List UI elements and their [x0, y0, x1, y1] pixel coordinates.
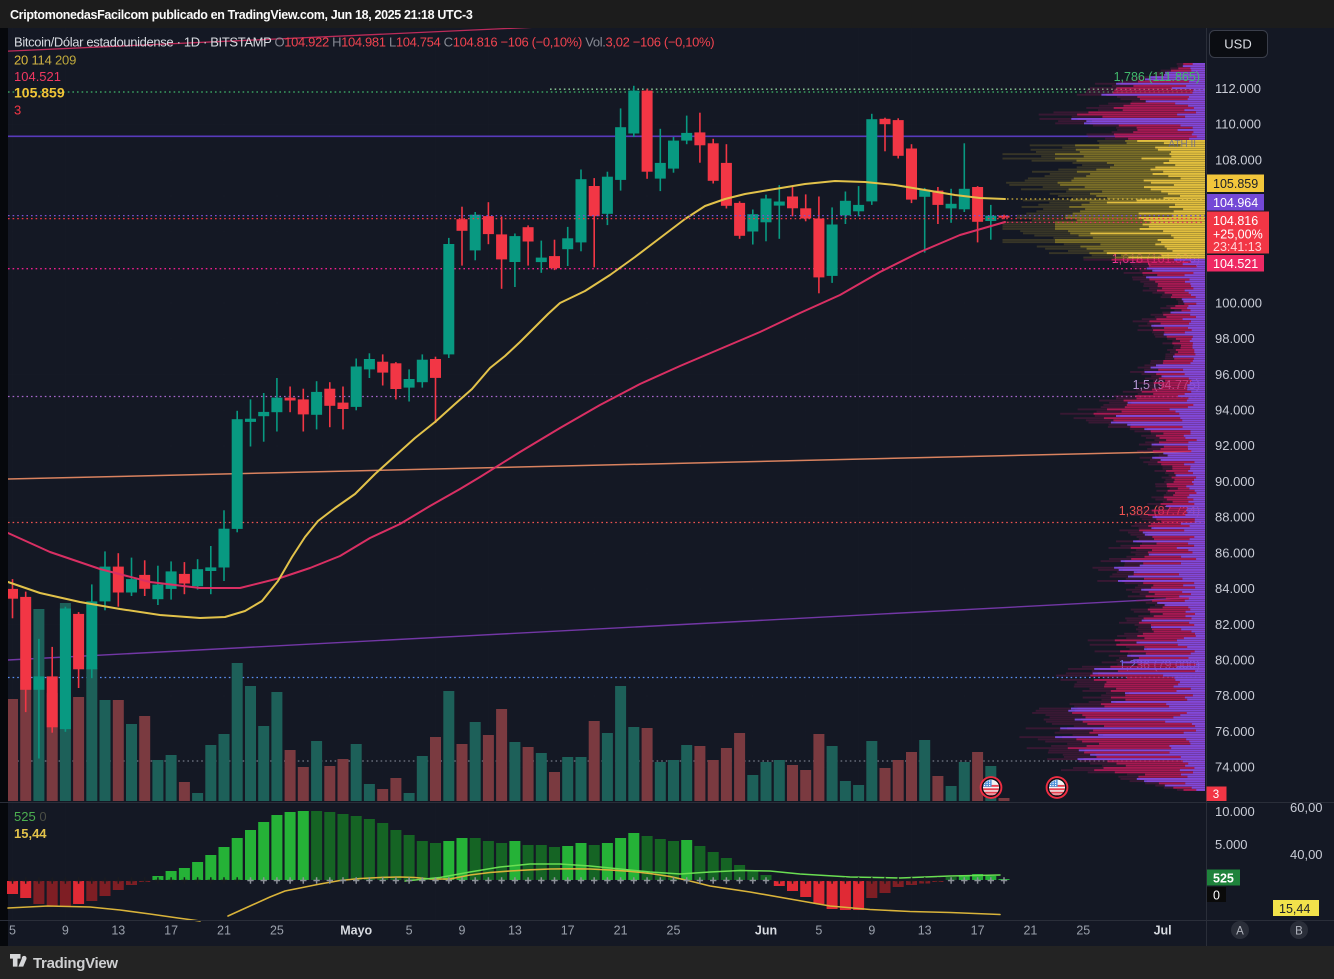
svg-text:112.000: 112.000 — [1215, 81, 1261, 96]
svg-text:B: B — [1295, 926, 1303, 938]
svg-text:9: 9 — [459, 924, 466, 938]
svg-text:96.000: 96.000 — [1215, 367, 1255, 382]
svg-text:108.000: 108.000 — [1215, 152, 1262, 167]
svg-text:17: 17 — [971, 924, 985, 938]
svg-text:Jul: Jul — [1154, 924, 1172, 938]
svg-text:25: 25 — [1076, 924, 1090, 938]
svg-text:74.000: 74.000 — [1215, 760, 1255, 775]
svg-text:94.000: 94.000 — [1215, 403, 1255, 418]
svg-text:525: 525 — [1213, 872, 1234, 886]
svg-text:25: 25 — [270, 924, 284, 938]
svg-text:60,00: 60,00 — [1290, 800, 1323, 815]
svg-text:76.000: 76.000 — [1215, 724, 1255, 739]
svg-text:0: 0 — [1213, 889, 1220, 903]
svg-text:100.000: 100.000 — [1215, 295, 1262, 310]
svg-text:525 0: 525 0 — [14, 809, 47, 824]
svg-text:90.000: 90.000 — [1215, 474, 1255, 489]
svg-text:110.000: 110.000 — [1215, 117, 1261, 132]
svg-text:Bitcoin/Dólar estadounidense: Bitcoin/Dólar estadounidense · 1D · BITS… — [14, 35, 714, 50]
svg-text:15,44: 15,44 — [1279, 902, 1310, 916]
svg-text:13: 13 — [111, 924, 125, 938]
svg-text:104.521: 104.521 — [14, 69, 61, 84]
svg-text:5.000: 5.000 — [1215, 837, 1248, 852]
svg-text:78.000: 78.000 — [1215, 688, 1255, 703]
svg-text:25: 25 — [667, 924, 681, 938]
svg-text:5: 5 — [815, 924, 822, 938]
svg-text:104.816: 104.816 — [1213, 214, 1258, 228]
svg-text:3: 3 — [14, 103, 21, 118]
svg-text:A: A — [1236, 926, 1244, 938]
svg-text:ATH II: ATH II — [1168, 139, 1196, 150]
svg-text:TradingView: TradingView — [33, 955, 118, 972]
svg-text:92.000: 92.000 — [1215, 438, 1255, 453]
svg-text:80.000: 80.000 — [1215, 653, 1255, 668]
svg-text:1,786 (111.865): 1,786 (111.865) — [1114, 70, 1200, 84]
svg-text:21: 21 — [614, 924, 628, 938]
svg-text:10.000: 10.000 — [1215, 804, 1255, 819]
svg-text:21: 21 — [217, 924, 231, 938]
svg-text:9: 9 — [62, 924, 69, 938]
svg-text:9: 9 — [868, 924, 875, 938]
svg-text:15,44: 15,44 — [14, 826, 47, 841]
svg-text:Jun: Jun — [755, 924, 777, 938]
svg-text:17: 17 — [561, 924, 575, 938]
svg-text:21: 21 — [1023, 924, 1037, 938]
svg-text:105.859: 105.859 — [1213, 177, 1258, 191]
svg-text:88.000: 88.000 — [1215, 510, 1255, 525]
svg-text:13: 13 — [508, 924, 522, 938]
svg-text:86.000: 86.000 — [1215, 545, 1255, 560]
svg-text:3: 3 — [1213, 789, 1219, 801]
svg-text:104.521: 104.521 — [1213, 257, 1258, 271]
svg-text:20 114 209: 20 114 209 — [14, 53, 76, 68]
svg-text:5: 5 — [9, 924, 16, 938]
svg-text:40,00: 40,00 — [1290, 847, 1323, 862]
svg-text:CriptomonedasFacilcom publicad: CriptomonedasFacilcom publicado en Tradi… — [10, 8, 473, 22]
svg-text:5: 5 — [406, 924, 413, 938]
svg-text:82.000: 82.000 — [1215, 617, 1255, 632]
svg-text:17: 17 — [164, 924, 178, 938]
svg-text:84.000: 84.000 — [1215, 581, 1255, 596]
svg-text:USD: USD — [1224, 37, 1251, 52]
svg-text:23:41:13: 23:41:13 — [1213, 240, 1262, 254]
svg-text:98.000: 98.000 — [1215, 331, 1255, 346]
svg-text:Mayo: Mayo — [340, 924, 372, 938]
svg-text:+25,00%: +25,00% — [1213, 228, 1263, 242]
svg-text:104.964: 104.964 — [1213, 196, 1258, 210]
svg-text:105.859: 105.859 — [14, 85, 65, 101]
svg-text:13: 13 — [918, 924, 932, 938]
